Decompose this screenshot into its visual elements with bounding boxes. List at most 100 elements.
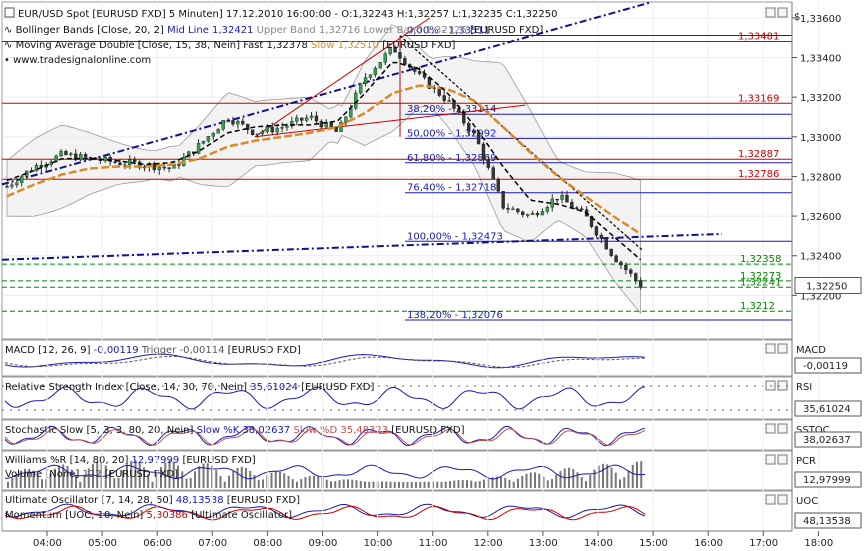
candle-body bbox=[638, 280, 643, 288]
rsi-value-box bbox=[794, 400, 862, 417]
candle-body bbox=[467, 122, 471, 132]
time-tick-label: 18:00 bbox=[804, 538, 833, 549]
panel-close-button[interactable] bbox=[777, 454, 788, 465]
panel-close-button[interactable] bbox=[777, 7, 788, 18]
channel-upper-line[interactable] bbox=[254, 17, 431, 138]
fibonacci-levels: 0,00% - 1,33511 38,20% - 1,33114 50,00% - … bbox=[405, 26, 792, 321]
candle-body bbox=[624, 264, 628, 271]
level-label: 1,32887 bbox=[738, 149, 779, 160]
ma-fast-line[interactable] bbox=[6, 61, 642, 261]
candle-body bbox=[521, 211, 525, 216]
fib-level-label: 61,80% - 1,32869 bbox=[407, 153, 496, 164]
panel-minimize-button[interactable] bbox=[765, 423, 776, 434]
price-tick-label: 1,33600 bbox=[800, 14, 841, 25]
rsi-value-label: 35,61024 bbox=[803, 404, 851, 415]
macd-trigger-line bbox=[4, 355, 645, 368]
candle-body bbox=[388, 46, 392, 54]
candle-body bbox=[629, 269, 633, 274]
candle-body bbox=[545, 207, 550, 212]
panel-close-button[interactable] bbox=[777, 423, 788, 434]
candle-body bbox=[560, 195, 564, 200]
time-tick-label: 16:00 bbox=[694, 538, 723, 549]
candle-body bbox=[133, 159, 137, 163]
uo-value-box bbox=[794, 512, 862, 529]
candle-body bbox=[565, 195, 569, 203]
candle-body bbox=[570, 201, 574, 208]
time-tick-label: 11:00 bbox=[419, 538, 448, 549]
panel-williams[interactable] bbox=[1, 450, 793, 491]
candle-body bbox=[619, 261, 623, 266]
candle-body bbox=[604, 238, 608, 250]
instrument-title: EUR/USD Spot [EURUSD FXD] 5 Minuten] 17.… bbox=[18, 9, 557, 20]
candle-body bbox=[609, 248, 613, 256]
candle-body bbox=[491, 167, 495, 180]
time-tick-label: 06:00 bbox=[143, 538, 172, 549]
level-label: 1,32358 bbox=[740, 254, 781, 265]
candle-body bbox=[363, 77, 368, 84]
candle-body bbox=[368, 74, 373, 78]
candle-body bbox=[314, 115, 319, 122]
panel-rsi[interactable] bbox=[1, 376, 793, 420]
candle-body bbox=[309, 115, 314, 118]
candle-body bbox=[78, 154, 83, 161]
panel-controls-main: $ bbox=[765, 7, 800, 23]
candle-body bbox=[250, 129, 255, 135]
time-tick-label: 17:00 bbox=[749, 538, 778, 549]
level-label: 1,32241 bbox=[740, 277, 781, 288]
candle-body bbox=[196, 143, 201, 154]
panel-minimize-button[interactable] bbox=[765, 454, 776, 465]
candle-body bbox=[358, 83, 363, 94]
candle-body bbox=[599, 235, 604, 239]
candle-body bbox=[162, 166, 166, 169]
panel-close-button[interactable] bbox=[777, 343, 788, 354]
panel-minimize-button[interactable] bbox=[765, 494, 776, 505]
williams-axis-label: PCR bbox=[796, 456, 816, 467]
candle-body bbox=[88, 157, 93, 159]
panel-minimize-button[interactable] bbox=[765, 343, 776, 354]
williams-legend: Williams %R [14, 80, 20] 12,97999 [EURUS… bbox=[5, 455, 256, 466]
horizontal-levels: 1,33481 1,33169 1,32887 1,32786 1,32358 1,322… bbox=[2, 31, 792, 312]
time-tick-label: 07:00 bbox=[198, 538, 227, 549]
candle-body bbox=[15, 182, 19, 186]
panel-close-button[interactable] bbox=[777, 494, 788, 505]
uo-line bbox=[4, 503, 646, 519]
currency-symbol: $ bbox=[794, 12, 800, 23]
candle-body bbox=[118, 162, 122, 166]
candle-body bbox=[471, 131, 476, 133]
candle-body bbox=[304, 117, 309, 121]
price-axis[interactable]: 1,33600 1,33400 1,33200 1,33000 1,32800 1,326… bbox=[791, 2, 862, 530]
candle-body bbox=[530, 213, 535, 215]
ma-slow-line[interactable] bbox=[6, 84, 642, 235]
price-tick-label: 1,32600 bbox=[800, 212, 841, 223]
panel-minimize-button[interactable] bbox=[765, 7, 776, 18]
candle-body bbox=[334, 127, 338, 132]
instrument-icon[interactable] bbox=[4, 7, 15, 18]
candle-body bbox=[10, 184, 14, 187]
fib-level-label: 138,20% - 1,32076 bbox=[407, 310, 503, 321]
candle-body bbox=[241, 120, 245, 125]
candle-body bbox=[373, 68, 378, 76]
candle-body bbox=[245, 123, 250, 130]
channel-lower-line[interactable] bbox=[254, 104, 526, 138]
price-tick-label: 1,32800 bbox=[800, 172, 841, 183]
fib-level-label: 50,00% - 1,32992 bbox=[407, 128, 496, 139]
price-tick-label: 1,33400 bbox=[800, 54, 841, 65]
candle-body bbox=[275, 127, 279, 133]
candle-body bbox=[211, 133, 216, 137]
time-tick-label: 10:00 bbox=[364, 538, 393, 549]
candle-body bbox=[64, 151, 68, 156]
candle-body bbox=[378, 62, 383, 69]
candle-body bbox=[344, 116, 348, 123]
candle-body bbox=[594, 226, 599, 236]
candle-body bbox=[231, 120, 235, 125]
indicator-panels: MACD [12, 26, 9] -0,00119 Trigger -0,001… bbox=[1, 339, 793, 532]
stoch-value-label: 38,02637 bbox=[803, 435, 851, 446]
candle-body bbox=[412, 67, 417, 72]
candle-body bbox=[285, 125, 289, 128]
fib-level-label: 100,00% - 1,32473 bbox=[407, 231, 503, 242]
panel-uo[interactable] bbox=[1, 490, 793, 532]
time-axis[interactable]: 04:00 05:00 06:00 07:00 08:00 09:00 10:00 11:00… bbox=[2, 530, 833, 549]
bollinger-bands bbox=[6, 24, 642, 315]
bollinger-envelope bbox=[6, 24, 642, 315]
candle-body bbox=[201, 140, 206, 144]
